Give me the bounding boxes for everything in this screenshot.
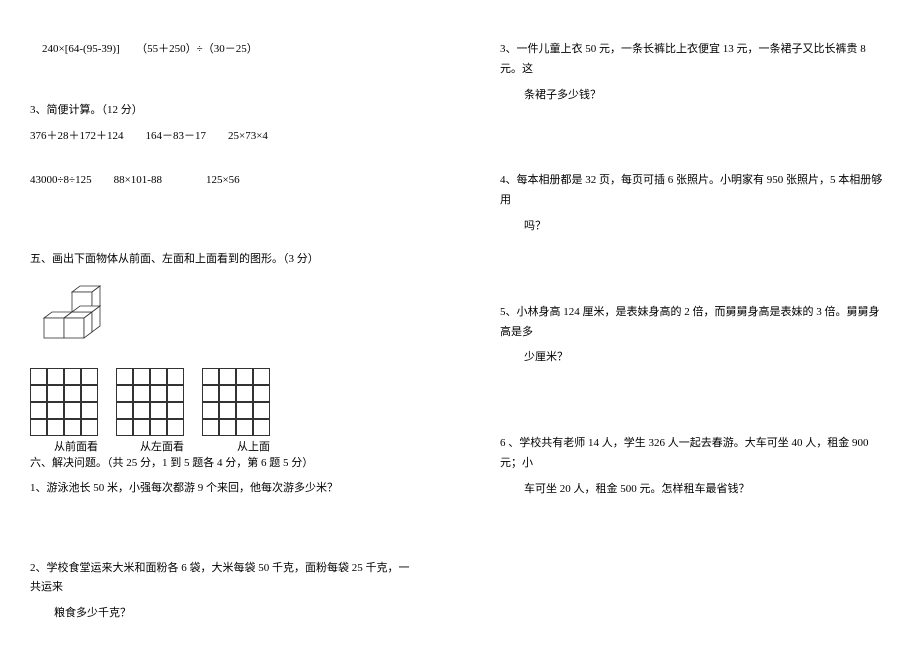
problem-5b: 少厘米？ (500, 348, 890, 368)
section-5-title: 五、画出下面物体从前面、左面和上面看到的图形。（3 分） (30, 250, 420, 270)
grid-top-cells (202, 368, 270, 436)
grid-front: 从前面看 (30, 368, 98, 454)
problem-6b: 车可坐 20 人，租金 500 元。怎样租车最省钱？ (500, 480, 890, 500)
expr-line-3: 43000÷8÷125 88×101-88 125×56 (30, 171, 420, 191)
grid-label-left: 从左面看 (140, 438, 184, 454)
grid-top: 从上面 (202, 368, 270, 454)
problem-5: 5、小林身高 124 厘米，是表妹身高的 2 倍，而舅舅身高是表妹的 3 倍。舅… (500, 303, 890, 343)
grid-label-top: 从上面 (237, 438, 270, 454)
section-6-title: 六、解决问题。（共 25 分，1 到 5 题各 4 分，第 6 题 5 分） (30, 454, 420, 474)
grid-left: 从左面看 (116, 368, 184, 454)
expr-line-1: 240×[64-(95-39)] （55＋250）÷（30－25） (30, 40, 420, 60)
problem-4: 4、每本相册都是 32 页，每页可插 6 张照片。小明家有 950 张照片，5 … (500, 171, 890, 211)
grid-front-cells (30, 368, 98, 436)
cube-figure (30, 284, 130, 354)
grids-row: 从前面看 从左面看 从上面 (30, 368, 420, 454)
section-3-title: 3、简便计算。（12 分） (30, 101, 420, 121)
problem-6: 6 、学校共有老师 14 人，学生 326 人一起去春游。大车可坐 40 人，租… (500, 434, 890, 474)
expr-line-2: 376＋28＋172＋124 164－83－17 25×73×4 (30, 127, 420, 147)
problem-3b: 条裙子多少钱？ (500, 86, 890, 106)
problem-3: 3、一件儿童上衣 50 元，一条长裤比上衣便宜 13 元，一条裙子又比长裤贵 8… (500, 40, 890, 80)
problem-4b: 吗？ (500, 217, 890, 237)
problem-2b: 粮食多少千克？ (30, 604, 420, 624)
left-column: 240×[64-(95-39)] （55＋250）÷（30－25） 3、简便计算… (30, 40, 460, 630)
grid-label-front: 从前面看 (54, 438, 98, 454)
problem-1: 1、游泳池长 50 米，小强每次都游 9 个来回，他每次游多少米？ (30, 479, 420, 499)
grid-left-cells (116, 368, 184, 436)
right-column: 3、一件儿童上衣 50 元，一条长裤比上衣便宜 13 元，一条裙子又比长裤贵 8… (460, 40, 890, 630)
problem-2: 2、学校食堂运来大米和面粉各 6 袋，大米每袋 50 千克，面粉每袋 25 千克… (30, 559, 420, 599)
